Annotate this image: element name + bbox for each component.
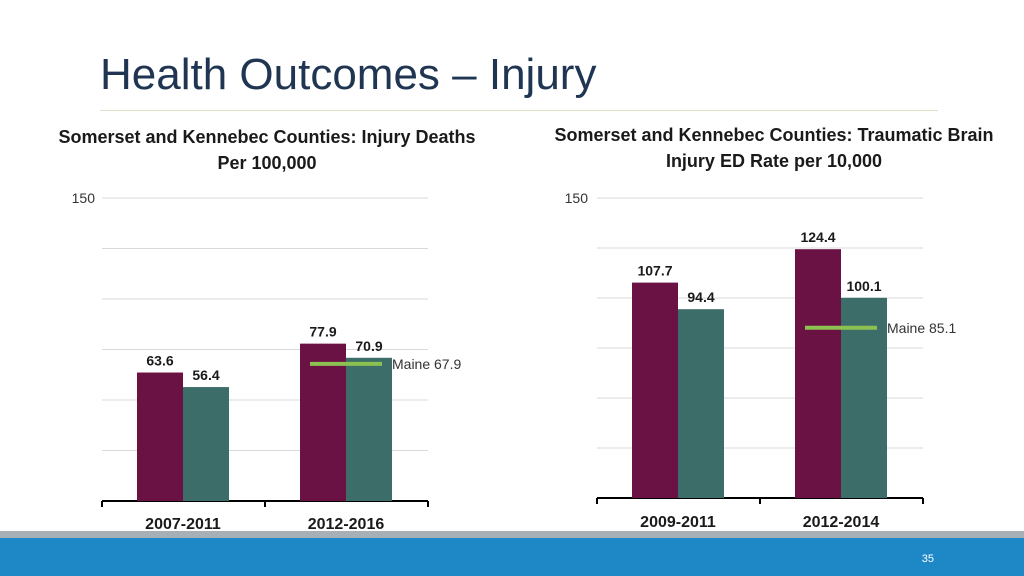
chart-2-data-label: 100.1 bbox=[846, 278, 881, 294]
chart-2-category-label: 2012-2014 bbox=[803, 514, 880, 531]
chart-1-category-label: 2007-2011 bbox=[145, 516, 221, 533]
slide-title: Health Outcomes – Injury bbox=[100, 50, 597, 99]
chart-2-bar bbox=[841, 297, 887, 498]
chart-1-bar bbox=[346, 357, 392, 501]
chart-2-title: Somerset and Kennebec Counties: Traumati… bbox=[554, 125, 994, 171]
chart-2-bar bbox=[632, 282, 678, 498]
footer-accent-strip bbox=[0, 531, 1024, 538]
chart-1-data-label: 63.6 bbox=[146, 353, 173, 369]
page-number: 35 bbox=[921, 553, 934, 565]
chart-2-data-label: 124.4 bbox=[800, 229, 835, 245]
chart-1-title: Somerset and Kennebec Counties: Injury D… bbox=[58, 127, 476, 173]
chart-1-bar bbox=[137, 372, 183, 501]
chart-2-data-label: 94.4 bbox=[687, 289, 714, 305]
chart-2-bar bbox=[795, 249, 841, 498]
chart-1-bar bbox=[300, 343, 346, 501]
chart-2-y-tick-label: 150 bbox=[565, 190, 589, 206]
chart-1-reference-label: Maine 67.9 bbox=[392, 356, 461, 372]
title-divider bbox=[100, 110, 938, 111]
chart-1-category-label: 2012-2016 bbox=[308, 516, 385, 533]
chart-1-data-label: 56.4 bbox=[192, 367, 219, 383]
chart-1-y-tick-label: 150 bbox=[72, 190, 96, 206]
chart-1-data-label: 77.9 bbox=[309, 324, 336, 340]
chart-1-bar bbox=[183, 387, 229, 501]
chart-2-reference-label: Maine 85.1 bbox=[887, 320, 956, 336]
footer-bar bbox=[0, 538, 1024, 576]
chart-2-data-label: 107.7 bbox=[637, 263, 672, 279]
chart-1-data-label: 70.9 bbox=[355, 338, 382, 354]
chart-2-bar bbox=[678, 309, 724, 498]
chart-2-category-label: 2009-2011 bbox=[640, 514, 716, 531]
